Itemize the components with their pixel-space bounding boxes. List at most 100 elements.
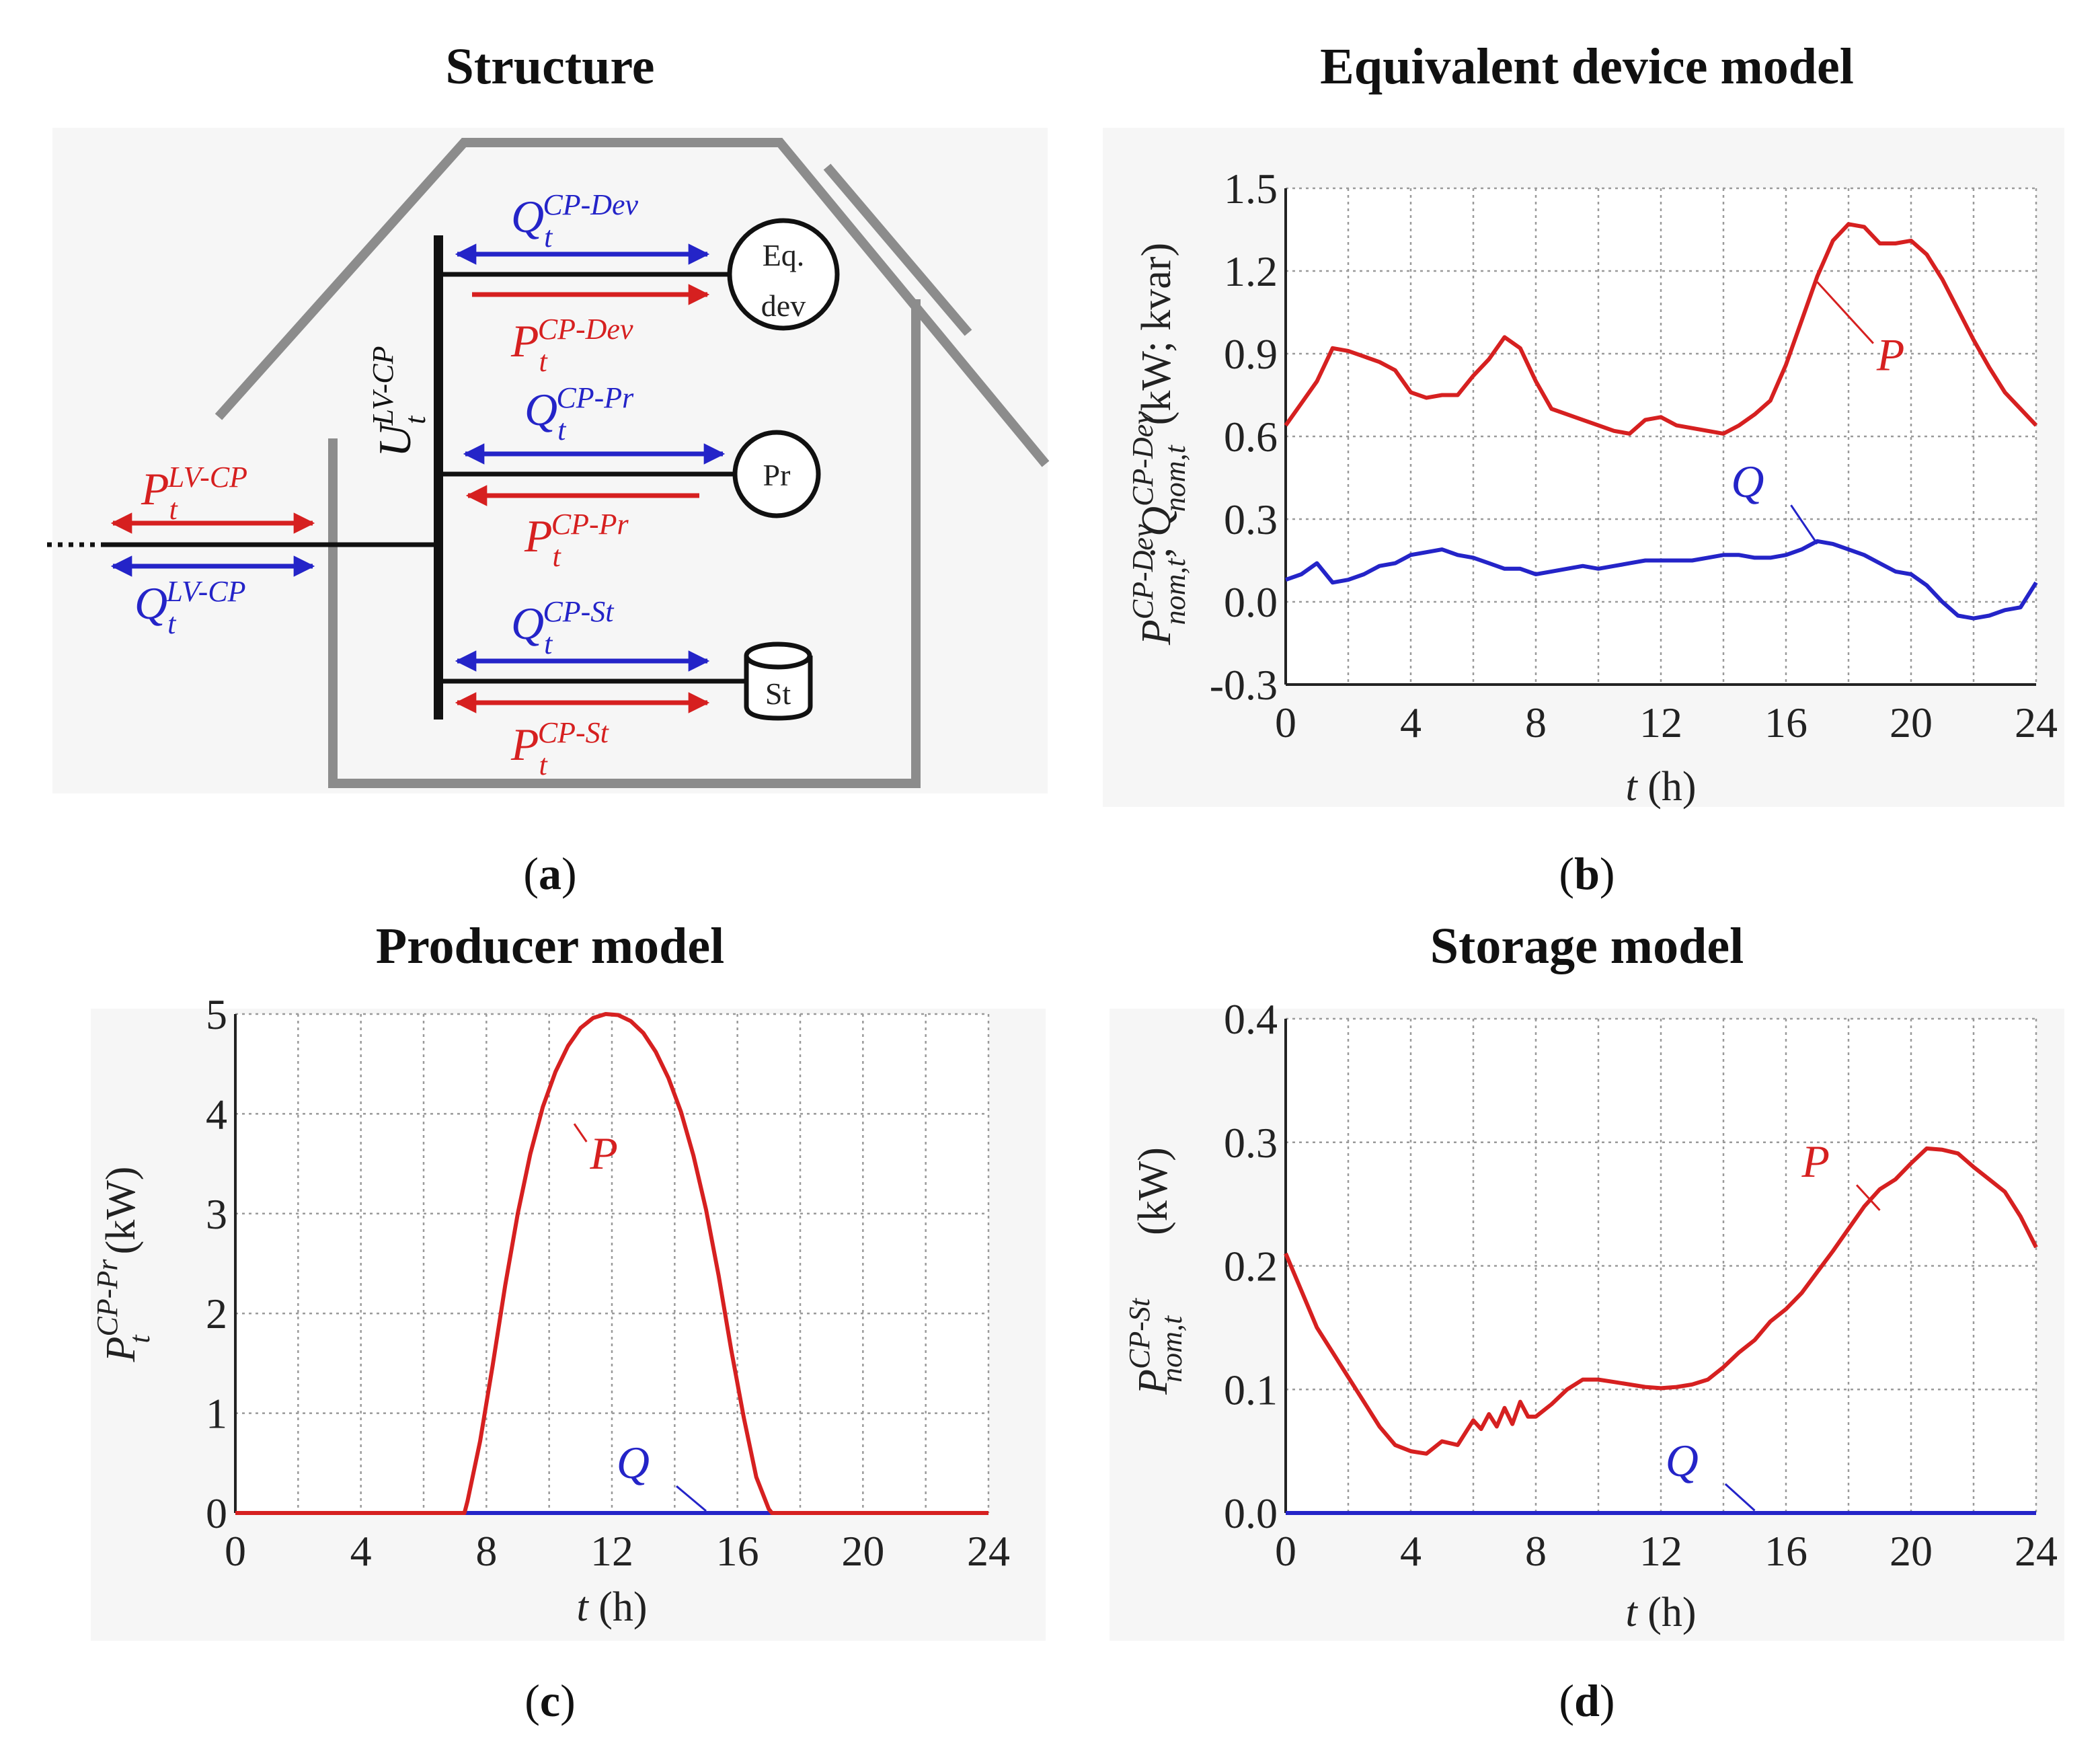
svg-text:QtCP-Pr: QtCP-Pr	[524, 381, 634, 447]
eq-dev-label-line1: Eq.	[763, 238, 805, 272]
xtick-label-b-6: 24	[2015, 699, 2058, 746]
xtick-label-d-1: 4	[1400, 1527, 1422, 1575]
series-line-b-P	[1284, 222, 2038, 436]
xtick-label-d-0: 0	[1275, 1527, 1296, 1575]
chart-d-xlabel: t (h)	[1625, 1590, 1696, 1635]
xtick-label-c-4: 16	[716, 1527, 759, 1575]
ytick-label-b-1: 0.0	[1224, 578, 1278, 626]
xtick-label-c-6: 24	[967, 1527, 1010, 1575]
ytick-label-d-4: 0.4	[1224, 995, 1278, 1043]
series-line-b-Q	[1285, 539, 2038, 621]
label-q-lv: QtLV-CP	[134, 575, 246, 640]
ytick-label-c-3: 3	[206, 1190, 227, 1238]
chart-b-plot-area: 0 4 8 12 16 20 24 -0.3 0.0 0.3 0.6 0.9 1.2 1.5 P Q	[1210, 165, 2058, 746]
svg-text:PCP-Devnom,t; QCP-Devnom,t(kW;: PCP-Devnom,t; QCP-Devnom,t(kW; kvar)	[1126, 243, 1192, 646]
svg-text:QtLV-CP: QtLV-CP	[134, 575, 246, 640]
caption-c: (c)	[524, 1675, 576, 1726]
label-q-pr: QtCP-Pr	[524, 381, 634, 447]
label-q-dev: QtCP-Dev	[511, 188, 639, 254]
eq-dev-icon: Eq. dev	[727, 218, 840, 331]
svg-text:PtLV-CP: PtLV-CP	[141, 461, 247, 526]
chart-c-xlabel: t (h)	[576, 1584, 647, 1630]
xtick-label-b-0: 0	[1275, 699, 1296, 746]
xtick-label-d-5: 20	[1890, 1527, 1933, 1575]
label-p-st: PtCP-St	[510, 716, 610, 781]
panel-b-equivalent-device-chart: Equivalent device model 0 4 8 12 16 20 24-0.30…	[1103, 38, 2064, 899]
xtick-label-c-5: 20	[841, 1527, 884, 1575]
ytick-label-c-0: 0	[206, 1489, 227, 1537]
xtick-label-d-2: 8	[1525, 1527, 1547, 1575]
series-line-c-P	[235, 1012, 988, 1515]
label-p-pr: PtCP-Pr	[524, 508, 629, 573]
xtick-label-d-4: 16	[1764, 1527, 1807, 1575]
house-roof-eave	[823, 163, 972, 336]
xtick-label-c-3: 12	[590, 1527, 633, 1575]
svg-text:UtLV-CP: UtLV-CP	[366, 346, 432, 457]
xtick-label-d-3: 12	[1639, 1527, 1682, 1575]
svg-text:QtCP-Dev: QtCP-Dev	[511, 188, 639, 254]
chart-c-ylabel: PCP-Prt(kW)	[91, 1167, 156, 1363]
eq-dev-label-line2: dev	[761, 288, 806, 323]
xtick-label-c-1: 4	[350, 1527, 372, 1575]
xtick-label-b-2: 8	[1525, 699, 1547, 746]
xtick-label-b-1: 4	[1400, 699, 1422, 746]
label-p-dev: PtCP-Dev	[510, 313, 633, 378]
xtick-label-d-6: 24	[2015, 1527, 2058, 1575]
annotation-label-b-Q: Q	[1731, 456, 1764, 507]
chart-b-ylabel: PCP-Devnom,t; QCP-Devnom,t(kW; kvar)	[1126, 243, 1192, 646]
chart-d-plot-area: 0 4 8 12 16 20 24 0.0 0.1 0.2 0.3 0.4 P Q	[1224, 995, 2058, 1575]
chart-c-title: Producer model	[376, 918, 725, 974]
ytick-label-d-3: 0.3	[1224, 1119, 1278, 1167]
ytick-label-d-1: 0.1	[1224, 1366, 1278, 1413]
xtick-label-b-3: 12	[1639, 699, 1682, 746]
annotation-leader-d-0	[1855, 1184, 1881, 1211]
svg-text:PtCP-Dev: PtCP-Dev	[510, 313, 633, 378]
ytick-label-b-0: -0.3	[1210, 661, 1278, 709]
ytick-label-c-4: 4	[206, 1090, 227, 1138]
panel-a-structure: Structure Eq. dev Pr St	[47, 38, 1050, 899]
caption-d: (d)	[1559, 1675, 1615, 1726]
series-line-d-P	[1284, 1146, 2038, 1456]
xtick-label-c-2: 8	[475, 1527, 497, 1575]
caption-a: (a)	[523, 848, 576, 899]
ytick-label-b-5: 1.2	[1224, 247, 1278, 295]
annotation-leader-b-1	[1790, 504, 1818, 545]
svg-text:PtCP-St: PtCP-St	[510, 716, 610, 781]
annotation-label-d-P: P	[1801, 1136, 1830, 1187]
annotation-label-d-Q: Q	[1666, 1435, 1699, 1486]
producer-icon: Pr	[732, 430, 821, 518]
svg-text:PCP-Prt(kW): PCP-Prt(kW)	[91, 1167, 156, 1363]
annotation-label-c-Q: Q	[617, 1437, 650, 1488]
storage-icon: St	[744, 642, 813, 721]
panel-d-storage-chart: Storage model 0 4 8 12 16 20 24 0.0 0.1 0.2 0.3 0.4…	[1110, 918, 2064, 1726]
ytick-label-c-2: 2	[206, 1290, 227, 1337]
storage-label: St	[765, 676, 791, 711]
annotation-label-b-P: P	[1876, 329, 1905, 381]
ytick-label-d-2: 0.2	[1224, 1243, 1278, 1290]
ytick-label-d-0: 0.0	[1224, 1489, 1278, 1537]
svg-text:PCP-Stnom,t(kW): PCP-Stnom,t(kW)	[1123, 1147, 1188, 1395]
ytick-label-b-2: 0.3	[1224, 496, 1278, 543]
chart-b-title: Equivalent device model	[1320, 38, 1854, 95]
annotation-leader-c-0	[573, 1123, 588, 1142]
annotation-leader-d-1	[1724, 1483, 1756, 1512]
xtick-label-c-0: 0	[225, 1527, 246, 1575]
svg-text:QtCP-St: QtCP-St	[511, 595, 615, 660]
label-u-lv: UtLV-CP	[366, 346, 432, 457]
chart-d-ylabel: PCP-Stnom,t(kW)	[1123, 1147, 1188, 1395]
ytick-label-b-4: 0.9	[1224, 330, 1278, 378]
xtick-label-b-5: 20	[1890, 699, 1933, 746]
ytick-label-b-3: 0.6	[1224, 413, 1278, 461]
annotation-leader-b-0	[1816, 281, 1874, 344]
chart-d-title: Storage model	[1430, 918, 1744, 974]
label-q-st: QtCP-St	[511, 595, 615, 660]
annotation-label-c-P: P	[589, 1128, 618, 1179]
producer-label: Pr	[763, 458, 791, 492]
caption-b: (b)	[1559, 848, 1615, 899]
ytick-label-c-1: 1	[206, 1390, 227, 1438]
svg-text:PtCP-Pr: PtCP-Pr	[524, 508, 629, 573]
chart-b-xlabel: t (h)	[1625, 764, 1696, 810]
